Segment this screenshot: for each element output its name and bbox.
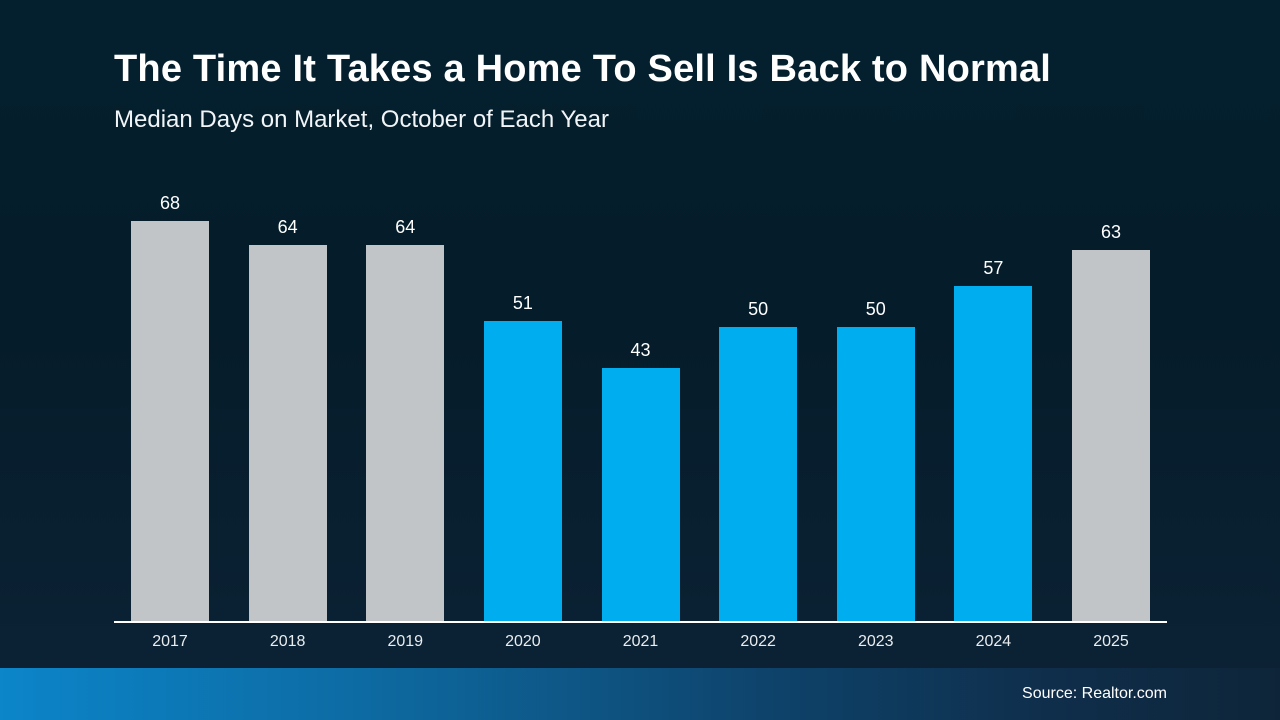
x-axis-line: [114, 621, 1167, 623]
bar-chart: 68 64 64 51 43 50 50 57 63 2017 2018 2019 2020 2021 2…: [114, 190, 1167, 651]
x-tick-label-2024: 2024: [975, 633, 1012, 650]
bar-column-2025: 63: [1072, 222, 1150, 621]
bar-value-label: 57: [983, 258, 1004, 278]
x-tick-label-2018: 2018: [269, 633, 306, 650]
bar-column-2022: 50: [719, 299, 798, 621]
bar-column-2023: 50: [836, 299, 915, 621]
bar-2025: [1072, 250, 1150, 621]
bar-value-label: 43: [630, 340, 651, 360]
x-tick-label-2017: 2017: [152, 633, 188, 650]
source-attribution: Source: Realtor.com: [1022, 685, 1167, 702]
bar-2019: [366, 245, 445, 621]
bar-2020: [483, 321, 562, 621]
x-tick-label-2020: 2020: [505, 633, 541, 650]
x-axis-labels: 2017 2018 2019 2020 2021 2022 2023 2024 2025: [114, 633, 1167, 651]
bar-2021: [601, 368, 680, 621]
x-tick-label-2025: 2025: [1093, 633, 1129, 650]
bar-column-2017: 68: [131, 193, 209, 621]
bar-column-2019: 64: [366, 217, 445, 621]
bar-column-2020: 51: [483, 293, 562, 621]
chart-subtitle: Median Days on Market, October of Each Y…: [114, 106, 609, 133]
bar-value-label: 64: [277, 217, 298, 237]
bar-value-label: 64: [395, 217, 416, 237]
bar-value-label: 50: [865, 299, 886, 319]
footer-band: Source: Realtor.com: [0, 668, 1280, 720]
bar-2024: [954, 286, 1033, 621]
bar-2017: [131, 221, 209, 621]
bar-value-label: 51: [512, 293, 533, 313]
x-tick-label-2021: 2021: [622, 633, 659, 650]
bar-value-label: 68: [159, 193, 181, 213]
bar-column-2024: 57: [954, 258, 1033, 621]
bars: 68 64 64 51 43 50 50 57 63: [114, 190, 1167, 621]
x-tick-label-2019: 2019: [387, 633, 424, 650]
x-tick-label-2023: 2023: [857, 633, 894, 650]
x-tick-label-2022: 2022: [740, 633, 776, 650]
bar-value-label: 50: [748, 299, 769, 319]
bar-column-2021: 43: [601, 340, 680, 621]
chart-title: The Time It Takes a Home To Sell Is Back…: [114, 48, 1052, 90]
bar-2018: [248, 245, 327, 621]
bar-column-2018: 64: [248, 217, 327, 621]
bar-2022: [719, 327, 798, 621]
bar-value-label: 63: [1100, 222, 1122, 242]
bar-2023: [836, 327, 915, 621]
